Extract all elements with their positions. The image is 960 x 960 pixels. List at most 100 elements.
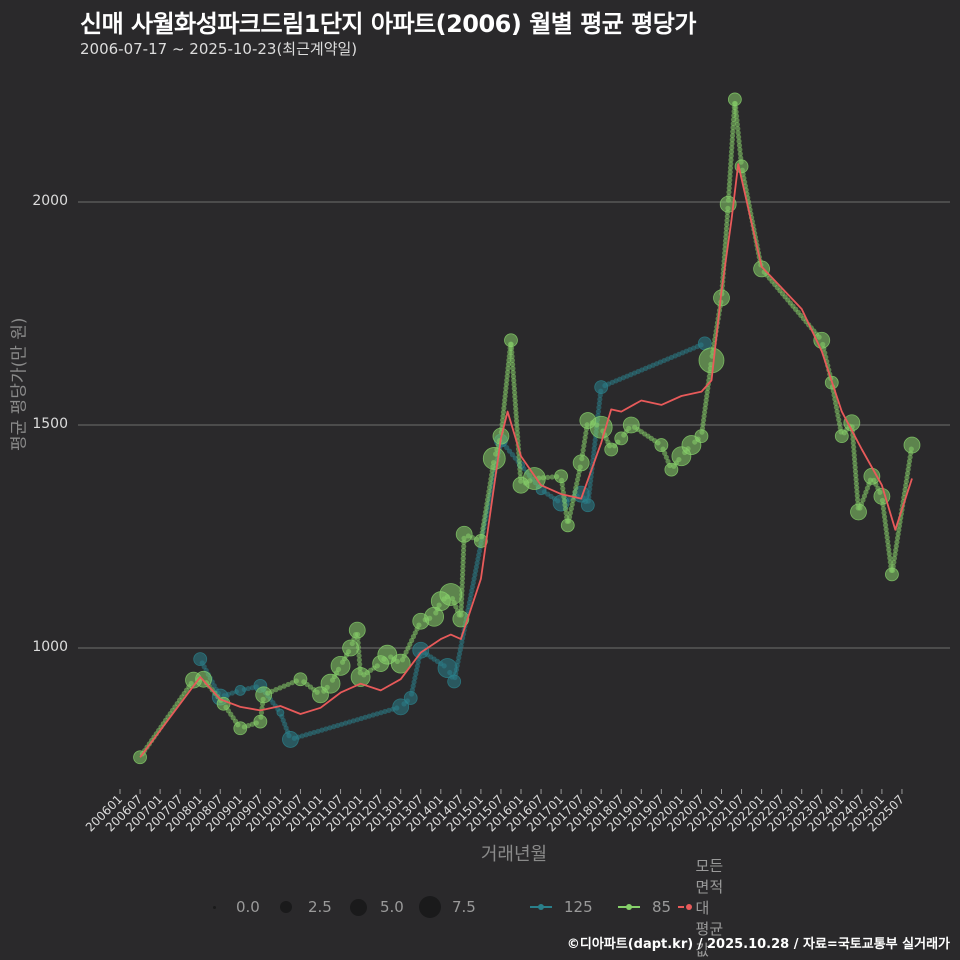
data-point <box>195 670 212 688</box>
trail-dot <box>479 530 485 536</box>
trail-dot <box>573 485 579 491</box>
trail-dot <box>567 510 574 516</box>
trail-dot <box>836 417 842 423</box>
trail-dot <box>563 510 569 516</box>
trail-dot <box>411 679 417 685</box>
trail-dot <box>480 525 486 532</box>
trail-dot <box>704 389 710 395</box>
data-point <box>293 672 308 687</box>
data-point <box>654 438 669 452</box>
trail-dot <box>476 548 483 554</box>
trail-dot <box>730 129 736 135</box>
trail-dot <box>733 105 739 111</box>
trail-dot <box>880 506 887 512</box>
trail-dot <box>354 717 360 723</box>
trail-dot <box>487 480 493 486</box>
trail-dot <box>505 369 511 375</box>
legend-line-item: 85 <box>618 894 671 920</box>
trail-dot <box>500 417 506 423</box>
legend-label: 7.5 <box>452 898 476 916</box>
trail-dot <box>331 724 337 730</box>
trail-dot <box>886 551 892 557</box>
data-point <box>850 503 867 521</box>
trail-dot <box>475 556 481 562</box>
trail-dot <box>580 447 586 453</box>
trail-dot <box>514 422 520 428</box>
data-point <box>580 498 595 513</box>
trail-dot <box>453 604 459 610</box>
data-point <box>253 714 268 729</box>
y-tick-label: 1500 <box>32 416 68 432</box>
trail-dot <box>289 680 295 686</box>
trail-dot <box>887 555 893 561</box>
trail-dot <box>854 489 860 495</box>
data-point <box>664 462 679 477</box>
trail-dot <box>583 430 589 436</box>
trail-dot <box>903 478 909 485</box>
trail-dot <box>460 563 466 570</box>
trail-dot <box>460 555 466 562</box>
trail-dot <box>482 509 489 515</box>
trail-dot <box>327 725 333 731</box>
trail-dot <box>726 181 733 187</box>
data-point <box>622 416 640 434</box>
trail-dot <box>700 421 706 427</box>
trail-dot <box>727 173 733 179</box>
trail-dot <box>509 357 515 363</box>
trail-dot <box>350 718 357 724</box>
trail-dot <box>315 728 321 734</box>
trail-dot <box>374 711 380 717</box>
trail-dot <box>516 458 522 464</box>
data-point <box>572 454 590 472</box>
trail-dot <box>663 454 669 460</box>
trail-dot <box>597 396 603 402</box>
trail-dot <box>852 468 859 475</box>
data-point <box>390 653 411 674</box>
trail-dot <box>472 572 478 578</box>
trail-dot <box>884 534 890 541</box>
trail-dot <box>501 405 507 411</box>
trail-dot <box>853 472 859 479</box>
trail-dot <box>459 584 465 590</box>
trail-dot <box>517 462 523 468</box>
trail-dot <box>488 472 495 478</box>
trail-dot <box>511 385 517 392</box>
trail-dot <box>730 125 736 131</box>
trail-dot <box>562 506 569 512</box>
trail-dot <box>723 226 730 232</box>
trail-dot <box>307 731 313 737</box>
data-point <box>342 639 359 657</box>
data-point <box>694 429 709 444</box>
trail-dot <box>362 714 368 720</box>
trail-dot <box>459 639 465 645</box>
trail-dot <box>851 444 857 450</box>
trail-dot <box>561 498 568 504</box>
trail-dot <box>504 377 510 383</box>
data-point <box>885 567 899 582</box>
data-point <box>504 333 518 348</box>
trail-dot <box>568 506 574 512</box>
trail-dot <box>346 719 353 725</box>
data-point <box>282 731 299 748</box>
trail-dot <box>852 464 858 470</box>
trail-dot <box>505 365 511 371</box>
trail-dot <box>587 478 594 484</box>
trail-dot <box>893 543 899 549</box>
trail-dot <box>861 493 868 499</box>
trail-dot <box>729 137 735 143</box>
trail-dot <box>407 641 413 647</box>
trail-dot <box>850 436 856 442</box>
trail-dot <box>513 410 519 416</box>
trail-dot <box>413 671 419 677</box>
legend-line-item: 모든 면적대 평균값 <box>678 857 726 959</box>
trail-dot <box>469 588 475 594</box>
trail-dot <box>737 146 743 153</box>
trail-dot <box>469 584 476 590</box>
trail-dot <box>853 476 859 483</box>
trail-dot <box>486 484 493 490</box>
trail-dot <box>460 547 467 554</box>
trail-dot <box>480 521 487 528</box>
data-point <box>903 436 921 454</box>
chart-subtitle: 2006-07-17 ~ 2025-10-23(최근계약일) <box>80 40 358 58</box>
trail-dot <box>895 531 901 537</box>
